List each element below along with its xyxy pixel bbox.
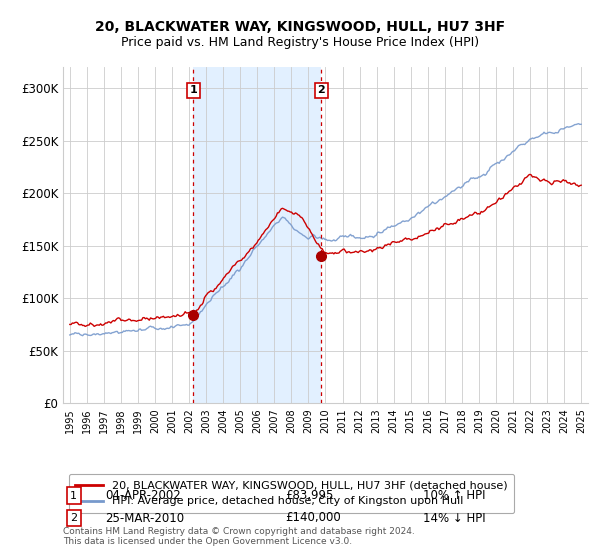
- Text: 10% ↑ HPI: 10% ↑ HPI: [423, 489, 485, 502]
- Text: £140,000: £140,000: [285, 511, 341, 525]
- Text: £83,995: £83,995: [285, 489, 334, 502]
- Legend: 20, BLACKWATER WAY, KINGSWOOD, HULL, HU7 3HF (detached house), HPI: Average pric: 20, BLACKWATER WAY, KINGSWOOD, HULL, HU7…: [68, 474, 514, 513]
- Text: Price paid vs. HM Land Registry's House Price Index (HPI): Price paid vs. HM Land Registry's House …: [121, 36, 479, 49]
- Text: 1: 1: [190, 85, 197, 95]
- Text: 04-APR-2002: 04-APR-2002: [105, 489, 181, 502]
- Text: 20, BLACKWATER WAY, KINGSWOOD, HULL, HU7 3HF: 20, BLACKWATER WAY, KINGSWOOD, HULL, HU7…: [95, 20, 505, 34]
- Text: 25-MAR-2010: 25-MAR-2010: [105, 511, 184, 525]
- Text: 2: 2: [317, 85, 325, 95]
- Text: Contains HM Land Registry data © Crown copyright and database right 2024.
This d: Contains HM Land Registry data © Crown c…: [63, 526, 415, 546]
- Text: 14% ↓ HPI: 14% ↓ HPI: [423, 511, 485, 525]
- Text: 1: 1: [70, 491, 77, 501]
- Bar: [193, 67, 321, 403]
- Text: 2: 2: [70, 513, 77, 523]
